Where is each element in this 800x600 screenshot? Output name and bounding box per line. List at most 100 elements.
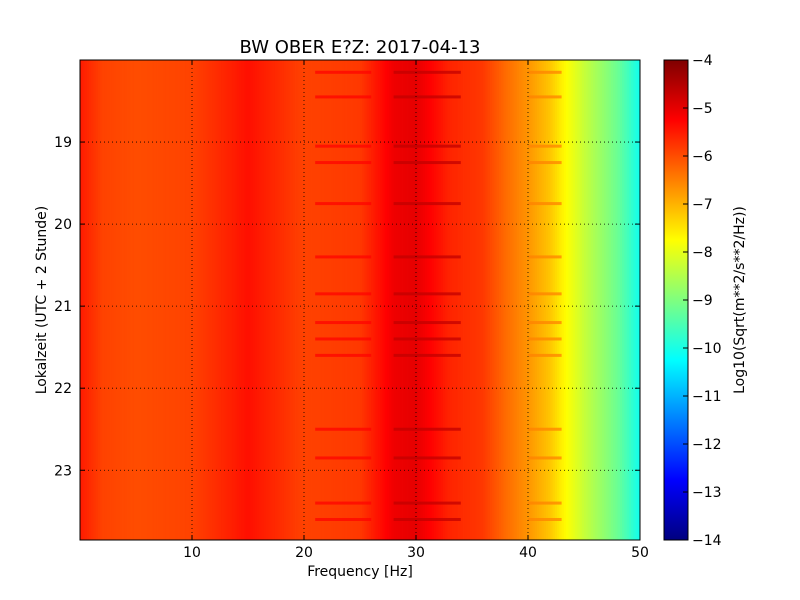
frequency-bin: [554, 60, 558, 540]
frequency-bin: [566, 60, 569, 540]
frequency-bin: [552, 60, 556, 540]
frequency-bin: [579, 60, 583, 540]
frequency-bin: [418, 60, 421, 540]
colorbar-tick-label: −12: [692, 437, 722, 453]
frequency-bin: [626, 60, 630, 540]
frequency-bin: [375, 60, 379, 540]
frequency-bin: [333, 60, 336, 540]
frequency-bin: [306, 60, 309, 540]
frequency-bin: [115, 60, 119, 540]
frequency-bin: [624, 60, 627, 540]
frequency-bin: [80, 60, 83, 540]
transient-event-streak: [393, 501, 461, 505]
frequency-bin: [118, 60, 121, 540]
frequency-bin: [216, 60, 220, 540]
colorbar-tick-label: −6: [692, 149, 713, 165]
transient-event-streak: [528, 161, 562, 165]
frequency-bin: [151, 60, 155, 540]
frequency-bin: [597, 60, 601, 540]
frequency-bin: [351, 60, 354, 540]
frequency-bin: [404, 60, 408, 540]
frequency-bin: [189, 60, 193, 540]
frequency-bin: [295, 60, 298, 540]
frequency-bin: [265, 60, 269, 540]
x-tick-label: 30: [407, 545, 425, 561]
frequency-bin: [456, 60, 459, 540]
transient-event-streak: [315, 202, 372, 206]
frequency-bin: [384, 60, 388, 540]
frequency-bin: [382, 60, 386, 540]
frequency-bin: [575, 60, 578, 540]
y-axis-ticks: 19 20 21 22 23: [54, 135, 640, 479]
frequency-bin: [519, 60, 522, 540]
frequency-bin: [480, 60, 484, 540]
frequency-bin: [292, 60, 296, 540]
frequency-bin: [391, 60, 394, 540]
frequency-bin: [136, 60, 139, 540]
transient-event-streak: [315, 70, 372, 74]
frequency-bin: [586, 60, 589, 540]
y-tick-label: 20: [54, 217, 72, 233]
frequency-bin: [200, 60, 204, 540]
frequency-bin: [622, 60, 625, 540]
frequency-bin: [532, 60, 536, 540]
frequency-bin: [476, 60, 480, 540]
frequency-bin: [530, 60, 533, 540]
frequency-bin: [548, 60, 551, 540]
frequency-bin: [91, 60, 94, 540]
frequency-bin: [297, 60, 300, 540]
frequency-bin: [510, 60, 513, 540]
frequency-bin: [127, 60, 130, 540]
frequency-bin: [637, 60, 641, 540]
transient-event-streak: [528, 292, 562, 296]
transient-event-streak: [393, 161, 461, 165]
frequency-bin: [274, 60, 278, 540]
frequency-bin: [451, 60, 455, 540]
frequency-bin: [205, 60, 209, 540]
frequency-bin: [400, 60, 403, 540]
frequency-bin: [144, 60, 148, 540]
frequency-bin: [288, 60, 291, 540]
frequency-bin: [131, 60, 135, 540]
frequency-bin: [505, 60, 509, 540]
frequency-bin: [613, 60, 616, 540]
frequency-bin: [545, 60, 549, 540]
frequency-bin: [357, 60, 361, 540]
frequency-bin: [97, 60, 101, 540]
frequency-bin: [604, 60, 607, 540]
transient-event-streak: [393, 292, 461, 296]
y-tick-label: 21: [54, 299, 72, 315]
frequency-bin: [631, 60, 634, 540]
frequency-bin: [608, 60, 612, 540]
frequency-bin: [299, 60, 303, 540]
transient-event-streak: [393, 337, 461, 341]
frequency-bin: [326, 60, 330, 540]
frequency-bin: [561, 60, 565, 540]
frequency-bin: [521, 60, 524, 540]
frequency-bin: [366, 60, 370, 540]
frequency-bin: [346, 60, 350, 540]
transient-event-streak: [528, 144, 562, 148]
transient-event-streak: [528, 353, 562, 357]
frequency-bin: [227, 60, 231, 540]
transient-event-streak: [528, 202, 562, 206]
frequency-bin: [539, 60, 542, 540]
chart-title: BW OBER E?Z: 2017-04-13: [240, 37, 481, 58]
frequency-bin: [458, 60, 462, 540]
frequency-bin: [498, 60, 502, 540]
frequency-bin: [429, 60, 433, 540]
frequency-bin: [516, 60, 520, 540]
colorbar-tick-label: −5: [692, 101, 713, 117]
frequency-bin: [550, 60, 554, 540]
colorbar-tick-label: −8: [692, 245, 713, 261]
frequency-bin: [442, 60, 446, 540]
frequency-bin: [337, 60, 341, 540]
transient-event-streak: [315, 501, 372, 505]
frequency-bin: [422, 60, 426, 540]
frequency-bin: [377, 60, 381, 540]
frequency-bin: [460, 60, 464, 540]
frequency-bin: [102, 60, 106, 540]
frequency-bin: [256, 60, 260, 540]
transient-event-streak: [393, 202, 461, 206]
